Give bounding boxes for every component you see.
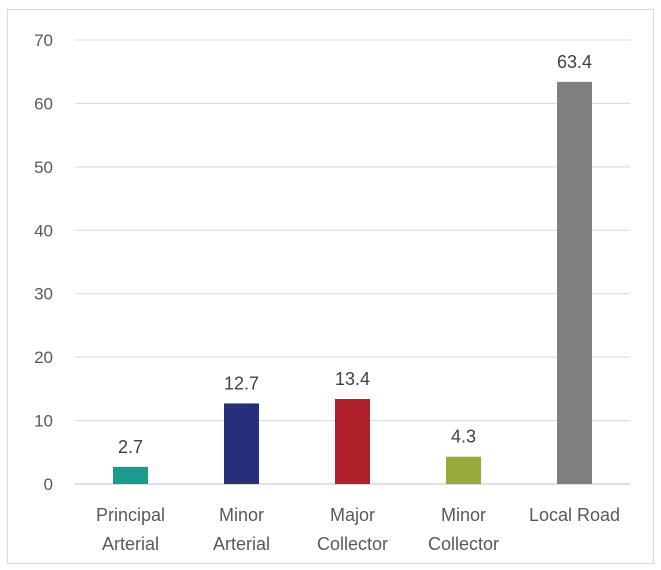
category-label: Minor Collector (428, 505, 499, 554)
bar (335, 399, 370, 484)
category-label-line: Minor (441, 505, 486, 525)
category-label-line: Local Road (529, 505, 620, 525)
data-labels: 2.7 12.7 13.4 4.3 63.4 (118, 52, 592, 457)
data-label: 63.4 (557, 52, 592, 72)
data-label: 12.7 (224, 373, 259, 393)
y-tick-label: 20 (34, 348, 53, 367)
category-label-line: Collector (317, 534, 388, 554)
category-label: Local Road (529, 505, 620, 525)
category-label: Principal Arterial (96, 505, 165, 554)
category-label-line: Arterial (102, 534, 159, 554)
category-label: Major Collector (317, 505, 388, 554)
bar (224, 403, 259, 484)
y-tick-label: 60 (34, 94, 53, 113)
y-tick-label: 10 (34, 412, 53, 431)
bar (446, 456, 481, 484)
y-tick-label: 0 (44, 475, 53, 494)
data-label: 13.4 (335, 369, 370, 389)
bars (113, 81, 592, 484)
category-label: Minor Arterial (213, 505, 270, 554)
y-tick-label: 50 (34, 158, 53, 177)
bar (557, 81, 592, 484)
category-label-line: Arterial (213, 534, 270, 554)
y-tick-label: 70 (34, 31, 53, 50)
gridlines (75, 39, 630, 485)
y-axis-ticks: 0 10 20 30 40 50 60 70 (34, 31, 53, 494)
y-tick-label: 40 (34, 221, 53, 240)
category-label-line: Minor (219, 505, 264, 525)
category-label-line: Principal (96, 505, 165, 525)
y-tick-label: 30 (34, 285, 53, 304)
data-label: 2.7 (118, 437, 143, 457)
bar (113, 466, 148, 484)
data-label: 4.3 (451, 427, 476, 447)
category-label-line: Major (330, 505, 375, 525)
x-axis-categories: Principal Arterial Minor Arterial Major Colle… (96, 505, 620, 554)
category-label-line: Collector (428, 534, 499, 554)
